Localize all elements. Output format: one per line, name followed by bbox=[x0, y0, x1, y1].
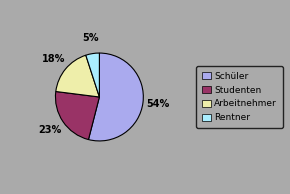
Wedge shape bbox=[56, 55, 99, 97]
Wedge shape bbox=[55, 92, 99, 139]
Text: 23%: 23% bbox=[39, 125, 62, 135]
Wedge shape bbox=[88, 53, 143, 141]
Text: 54%: 54% bbox=[147, 100, 170, 109]
Wedge shape bbox=[86, 53, 99, 97]
Text: 5%: 5% bbox=[82, 33, 98, 43]
Legend: Schüler, Studenten, Arbeitnehmer, Rentner: Schüler, Studenten, Arbeitnehmer, Rentne… bbox=[196, 66, 282, 128]
Text: 18%: 18% bbox=[42, 54, 65, 64]
